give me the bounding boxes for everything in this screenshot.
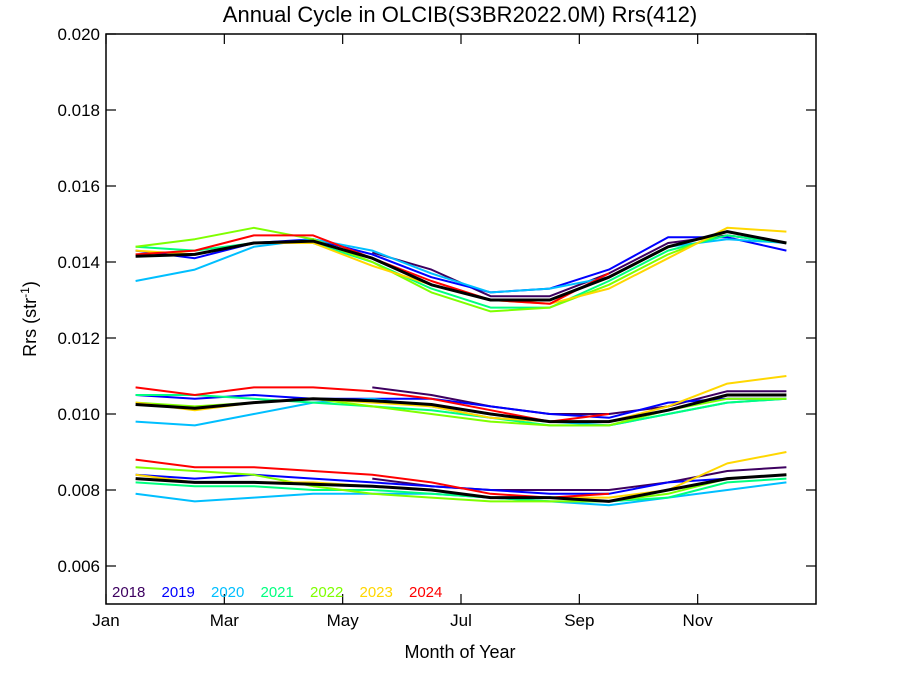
x-axis: Jan Mar May Jul Sep Nov	[92, 34, 713, 630]
y-axis-label-sup: -1	[18, 287, 32, 298]
legend-entry-2022: 2022	[310, 584, 343, 601]
y-tick-label: 0.006	[57, 557, 100, 576]
legend-entry-2024: 2024	[409, 584, 442, 601]
y-tick-label: 0.014	[57, 253, 100, 272]
x-tick-label: Nov	[683, 611, 714, 630]
series-line-2024	[135, 386, 610, 423]
series-line-2024	[135, 234, 610, 305]
y-axis-label-end: )	[20, 281, 40, 287]
y-tick-label: 0.018	[57, 101, 100, 120]
series-line-2022	[135, 226, 787, 313]
legend-entry-2023: 2023	[360, 584, 393, 601]
y-tick-label: 0.008	[57, 481, 100, 500]
y-tick-label: 0.020	[57, 25, 100, 44]
legend: 2018 2019 2020 2021 2022 2023 2024	[112, 584, 442, 601]
y-tick-label: 0.012	[57, 329, 100, 348]
legend-entry-2020: 2020	[211, 584, 244, 601]
y-axis-label: Rrs (str-1)	[18, 281, 40, 357]
series-lines	[135, 226, 787, 507]
series-line-2021	[135, 394, 787, 427]
series-line-2021	[135, 477, 787, 503]
plot-area	[105, 33, 817, 605]
legend-entry-2019: 2019	[162, 584, 195, 601]
x-tick-label: May	[327, 611, 360, 630]
legend-entry-2021: 2021	[261, 584, 294, 601]
mean-line	[135, 393, 787, 424]
mean-line	[135, 473, 787, 503]
x-tick-label: Jan	[92, 611, 119, 630]
x-axis-label: Month of Year	[404, 642, 515, 662]
x-tick-label: Sep	[564, 611, 594, 630]
y-tick-label: 0.016	[57, 177, 100, 196]
y-tick-label: 0.010	[57, 405, 100, 424]
x-tick-label: Mar	[210, 611, 240, 630]
y-axis: 0.006 0.008 0.010 0.012 0.014 0.016 0.018 0.020	[57, 25, 816, 576]
legend-entry-2018: 2018	[112, 584, 145, 601]
chart-title: Annual Cycle in OLCIB(S3BR2022.0M) Rrs(4…	[223, 2, 697, 27]
series-line-2022	[135, 466, 787, 503]
x-tick-label: Jul	[450, 611, 472, 630]
y-axis-label-main: Rrs (str	[20, 298, 40, 357]
mean-line	[135, 230, 787, 302]
series-line-2023	[135, 451, 787, 499]
series-line-2018	[372, 386, 787, 415]
